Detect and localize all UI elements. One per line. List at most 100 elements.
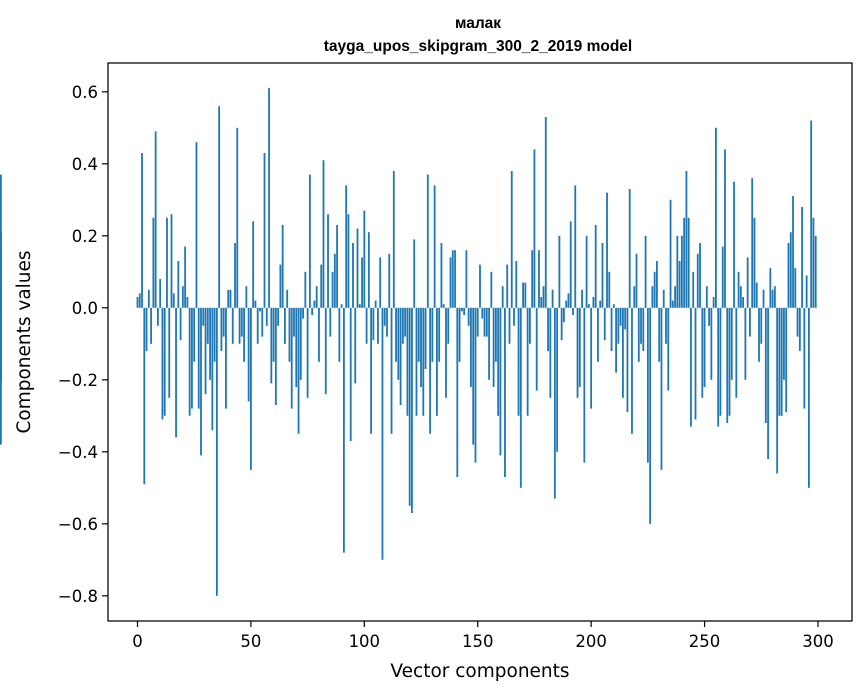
- bar: [730, 307, 733, 380]
- bar: [415, 307, 418, 416]
- y-tick-label: −0.8: [58, 587, 98, 606]
- bar: [436, 307, 438, 416]
- bar: [646, 307, 649, 463]
- bar: [243, 307, 245, 362]
- bar: [286, 289, 289, 308]
- bar: [776, 307, 779, 474]
- bar: [622, 307, 624, 398]
- bar: [447, 307, 450, 344]
- bar: [152, 217, 155, 308]
- bar: [610, 307, 613, 351]
- bar: [578, 307, 581, 387]
- bar: [526, 307, 529, 416]
- bar: [488, 307, 490, 380]
- bar: [658, 307, 661, 362]
- bar: [168, 307, 171, 398]
- bar: [474, 307, 477, 463]
- bar: [653, 271, 656, 308]
- bar: [812, 217, 815, 308]
- x-tick-label: 150: [462, 632, 494, 651]
- bar: [324, 307, 327, 395]
- bar: [744, 307, 747, 380]
- bar: [501, 286, 504, 308]
- bar: [594, 225, 597, 308]
- bar: [785, 307, 788, 413]
- bar: [551, 289, 554, 308]
- bar: [719, 307, 722, 416]
- bar: [628, 189, 631, 308]
- bar: [401, 307, 404, 344]
- bar: [245, 286, 248, 308]
- bar: [397, 307, 400, 380]
- bar: [445, 307, 447, 398]
- bar: [274, 307, 277, 405]
- bar: [320, 264, 323, 308]
- bar: [222, 307, 225, 337]
- bar: [379, 257, 382, 308]
- bar: [238, 307, 241, 344]
- bar: [494, 307, 497, 362]
- bar: [175, 307, 177, 438]
- bar: [456, 307, 459, 477]
- bar: [810, 120, 813, 308]
- bar: [792, 196, 794, 308]
- bar: [508, 307, 511, 344]
- bar: [603, 307, 606, 341]
- bar: [656, 261, 658, 308]
- bar: [259, 307, 261, 312]
- bar: [206, 307, 209, 344]
- bar: [465, 250, 468, 308]
- bar: [179, 307, 182, 341]
- bar: [213, 307, 216, 362]
- y-axis-ticks: −0.8 −0.6 −0.4 −0.2 0.0 0.2 0.4 0.6: [58, 83, 108, 606]
- bar: [365, 307, 368, 344]
- bar: [617, 307, 620, 344]
- bar: [470, 307, 472, 387]
- bar: [163, 307, 166, 416]
- bar: [660, 307, 663, 470]
- bar: [159, 279, 162, 308]
- x-tick-label: 300: [802, 632, 834, 651]
- bar: [318, 307, 320, 362]
- bar: [651, 286, 654, 308]
- bar: [544, 117, 547, 308]
- y-tick-label: −0.6: [58, 515, 98, 534]
- bar: [560, 307, 563, 341]
- bar: [615, 307, 617, 373]
- bar: [773, 286, 776, 308]
- y-tick-label: 0.2: [72, 227, 98, 246]
- bar: [438, 307, 441, 362]
- bar: [374, 300, 377, 308]
- bar: [429, 307, 431, 434]
- bar: [392, 171, 395, 308]
- bar: [519, 307, 522, 488]
- bar: [191, 307, 193, 409]
- bar: [272, 307, 275, 362]
- bar: [499, 307, 502, 456]
- bar: [333, 253, 336, 308]
- bar: [454, 250, 456, 308]
- y-tick-label: −0.2: [58, 371, 98, 390]
- bar: [665, 307, 667, 344]
- bar: [383, 307, 386, 326]
- bar: [302, 307, 304, 319]
- bar: [631, 307, 633, 434]
- y-tick-label: 0.6: [72, 83, 98, 102]
- bar: [590, 307, 593, 409]
- bar: [510, 171, 513, 308]
- y-tick-label: 0.4: [72, 155, 98, 174]
- bar: [760, 307, 763, 344]
- bar: [637, 307, 640, 362]
- bar: [515, 261, 518, 308]
- bar: [678, 261, 681, 308]
- bar: [411, 307, 413, 513]
- bar: [699, 243, 701, 308]
- bar: [404, 307, 407, 337]
- bar: [193, 307, 196, 362]
- bar: [290, 307, 293, 409]
- bar: [395, 307, 397, 362]
- x-axis-label: Vector components: [390, 661, 569, 682]
- bar: [372, 307, 375, 341]
- bar: [138, 293, 141, 308]
- bar: [354, 307, 357, 384]
